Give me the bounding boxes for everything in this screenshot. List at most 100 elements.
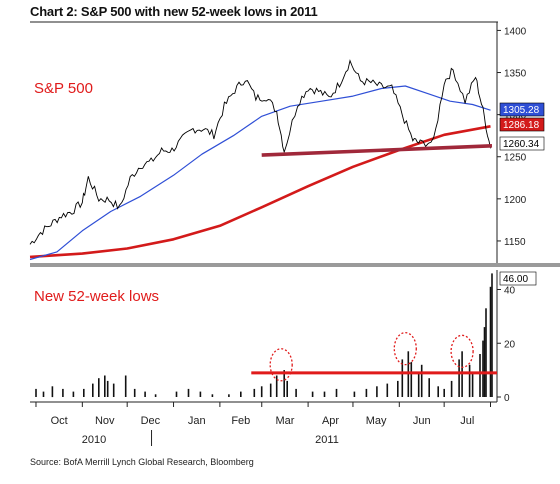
lows-bar (353, 391, 356, 397)
lows-bar (187, 388, 190, 397)
lows-bar (458, 359, 460, 397)
lows-bar (365, 388, 368, 397)
lows-bar (240, 391, 242, 397)
lows-bar (106, 380, 109, 397)
lows-panel-label: New 52-week lows (34, 288, 159, 305)
end-label-box (499, 136, 545, 151)
lows-bar (275, 375, 278, 397)
x-month-label: Jun (413, 415, 431, 427)
lows-bar (482, 340, 484, 397)
lows-bar (386, 383, 389, 397)
lows-bar (51, 386, 54, 398)
lows-bar (437, 386, 439, 398)
lows-bar (401, 359, 404, 397)
source-note: Source: BofA Merrill Lynch Global Resear… (30, 457, 254, 467)
price-tick-label: 1150 (504, 237, 526, 248)
x-month-label: Mar (275, 415, 294, 427)
x-month-label: Oct (51, 415, 68, 427)
price-plot-area (29, 59, 493, 261)
lows-bar (376, 386, 378, 398)
x-month-label: Feb (231, 415, 250, 427)
price-tick-label: 1400 (504, 26, 527, 37)
price-tick-label: 1350 (504, 69, 527, 80)
lows-bar (62, 388, 64, 397)
lows-bar (420, 364, 423, 398)
sp500-panel-label: S&P 500 (34, 80, 93, 97)
lows-tick-label: 20 (504, 339, 516, 350)
lows-bar (175, 391, 178, 397)
price-end-labels: 1305.28 1286.18 1260.34 (499, 102, 545, 151)
lows-bar (283, 370, 285, 397)
lows-bar (485, 308, 487, 397)
x-axis: Oct Nov Dec Jan Feb Mar Apr May Jun Jul 2010 2011 (35, 402, 492, 446)
ma200-line (29, 125, 491, 259)
lows-tick-label: 40 (504, 286, 516, 297)
lows-bar (450, 380, 453, 397)
lows-bar (35, 388, 37, 397)
lows-bar (428, 378, 430, 397)
end-label-text: 1305.28 (503, 105, 540, 116)
end-label-box (499, 117, 545, 132)
lows-bar (489, 286, 492, 397)
lows-bar (471, 372, 474, 397)
lows-bar (311, 391, 314, 397)
end-label-text: 1260.34 (503, 139, 540, 150)
lows-bar (323, 391, 326, 397)
lows-bar (104, 375, 106, 397)
lows-bar (286, 380, 288, 397)
lows-annotations (251, 331, 497, 382)
end-label-box (499, 102, 545, 117)
x-month-label: Jul (460, 415, 474, 427)
lows-bar (491, 273, 493, 397)
lows-end-label-box (499, 271, 537, 286)
lows-bar (468, 364, 471, 398)
highlight-circle (269, 348, 293, 382)
lows-bar (98, 378, 100, 397)
support-line (261, 144, 493, 157)
lows-bar (417, 372, 420, 397)
x-month-label: May (366, 415, 387, 427)
lows-bar (483, 327, 486, 397)
lows-bar (211, 394, 214, 397)
lows-bar (199, 391, 202, 397)
year-label: 2010 (82, 434, 106, 446)
lows-bar (443, 388, 445, 397)
lows-bar (260, 386, 263, 398)
lows-bar (228, 394, 230, 397)
year-label: 2011 (315, 434, 339, 446)
price-tick-label: 1200 (504, 195, 527, 206)
lows-tick-label: 0 (504, 393, 510, 404)
chart-title: Chart 2: S&P 500 with new 52-week lows i… (30, 4, 318, 19)
lows-bar (42, 391, 45, 397)
lows-bar (397, 380, 399, 397)
lows-bar (479, 354, 481, 397)
lows-bar (112, 383, 115, 397)
price-line (29, 59, 491, 245)
highlight-circle (450, 334, 474, 368)
lows-bar (92, 383, 94, 397)
lows-bar (410, 362, 413, 397)
price-tick-label: 1250 (504, 153, 527, 164)
lows-bar (124, 375, 127, 397)
end-label-text: 1286.18 (503, 120, 540, 131)
lows-bar (133, 388, 136, 397)
x-month-label: Apr (322, 415, 339, 427)
ma50-line (29, 85, 491, 261)
lows-bar (144, 391, 146, 397)
lows-bar (72, 391, 75, 397)
x-month-label: Dec (141, 415, 161, 427)
highlight-circle (393, 331, 417, 366)
x-month-label: Nov (95, 415, 115, 427)
lows-bar (295, 388, 297, 397)
lows-end-label-text: 46.00 (503, 274, 528, 285)
panel-separator (30, 263, 560, 267)
x-month-label: Jan (188, 415, 206, 427)
lows-bar (83, 388, 85, 397)
lows-bar (269, 383, 272, 397)
lows-bar (335, 388, 338, 397)
lows-bar (253, 388, 256, 397)
lows-bar (154, 394, 157, 397)
lows-bars (35, 273, 493, 398)
